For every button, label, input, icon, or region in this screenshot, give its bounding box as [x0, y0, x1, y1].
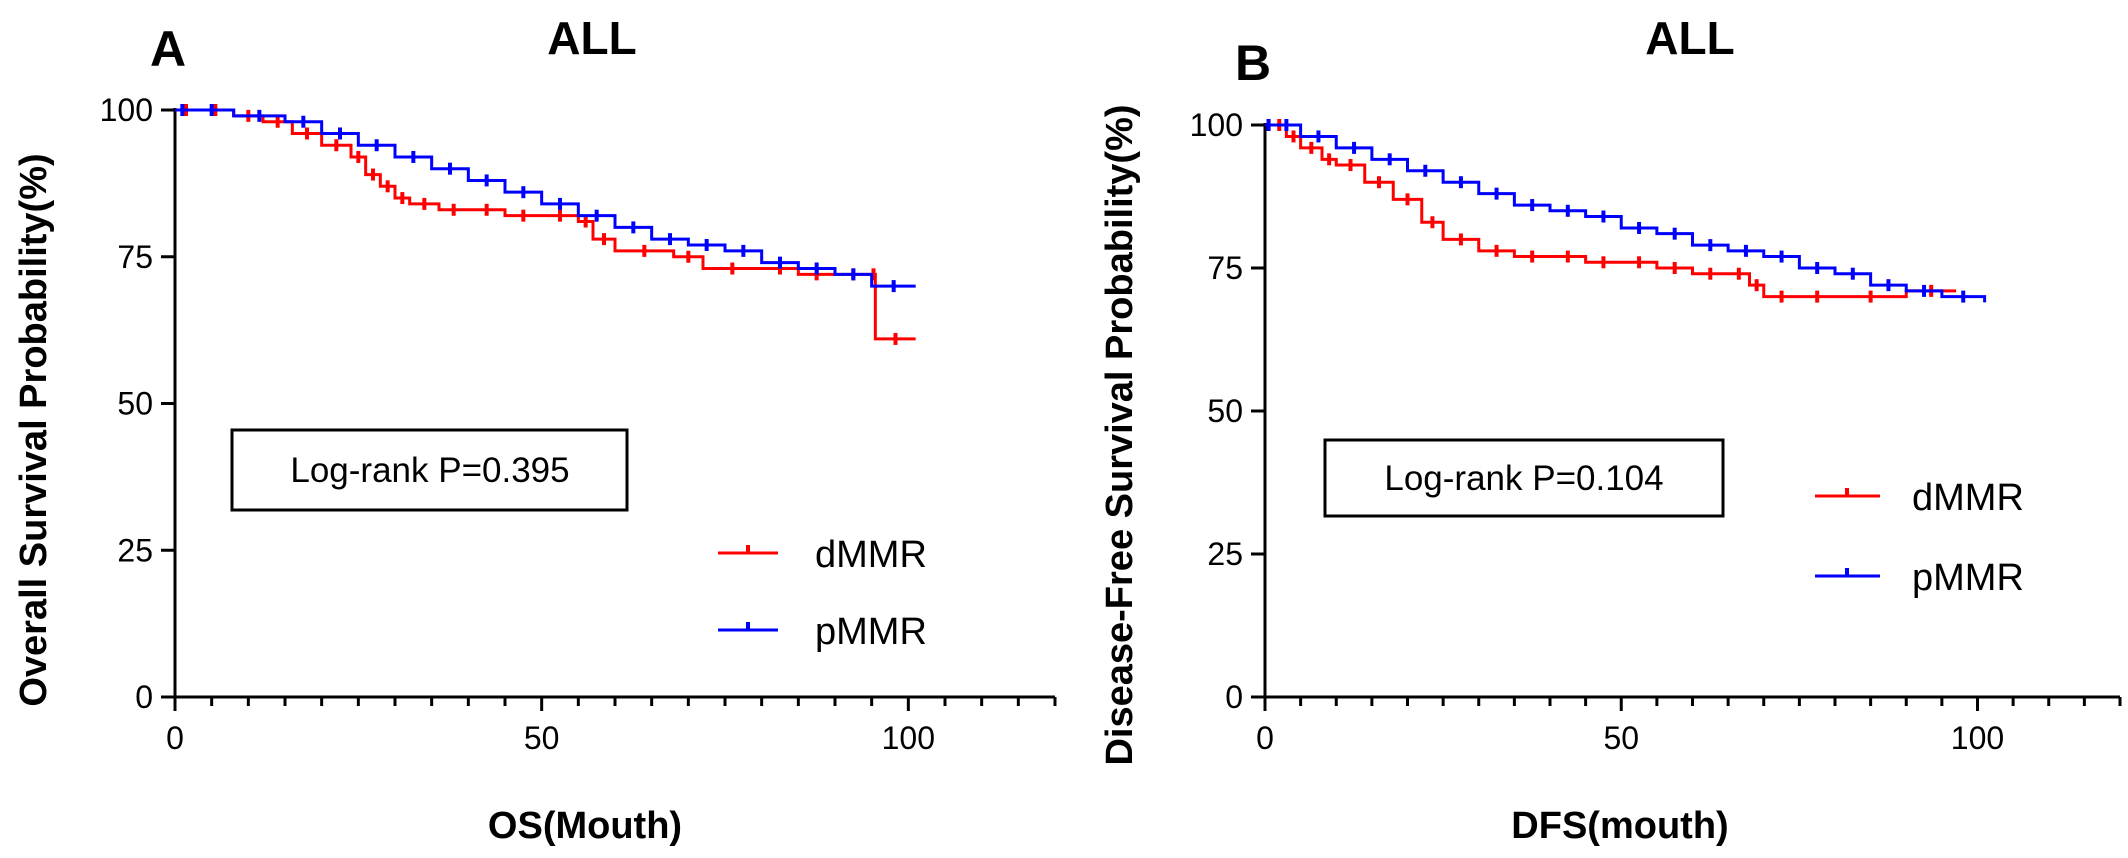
- panel-a-y-tick-label: 75: [117, 239, 153, 275]
- panel-a-series-pmmr-line: [175, 108, 916, 288]
- panel-b-legend-item-dmmr: dMMR: [1815, 477, 2024, 519]
- panel-b-legend-item-pmmr: pMMR: [1815, 557, 2024, 599]
- panel-a-legend-label-pmmr: pMMR: [815, 611, 927, 653]
- panel-b-series-pmmr-line: [1265, 123, 1987, 303]
- panel-b-title: ALL: [1645, 12, 1734, 64]
- panel-b-legend-label-dmmr: dMMR: [1912, 477, 2024, 519]
- panel-b-x-axis-title: DFS(mouth): [1511, 805, 1728, 847]
- panel-a-y-tick-label: 0: [135, 679, 153, 715]
- panel-b-legend: dMMR pMMR: [1815, 477, 2024, 599]
- panel-b-y-tick-label: 100: [1190, 107, 1243, 143]
- panel-a-y-tick-label: 25: [117, 532, 153, 568]
- panel-b-y-axis-title: Disease-Free Survival Probability(%): [1099, 104, 1141, 765]
- panel-b-x-tick-label: 50: [1603, 720, 1639, 756]
- panel-b-x-tick-label: 0: [1256, 720, 1274, 756]
- panel-b-letter: B: [1235, 35, 1271, 91]
- panel-b-legend-label-pmmr: pMMR: [1912, 557, 2024, 599]
- panel-b-y-tick-label: 75: [1207, 250, 1243, 286]
- panel-a-y-axis-title: Overall Survival Probability(%): [13, 153, 55, 706]
- panel-a-series-dmmr-line: [175, 108, 916, 341]
- panel-a-x-axis-title: OS(Mouth): [488, 805, 682, 847]
- panel-b: B ALL Disease-Free Survival Probability(…: [1099, 12, 2122, 847]
- panel-a-y-tick-label: 100: [100, 92, 153, 128]
- panel-a-legend-label-dmmr: dMMR: [815, 534, 927, 576]
- panel-a-letter: A: [150, 21, 186, 77]
- panel-b-x-tick-label: 100: [1951, 720, 2004, 756]
- panel-a-y-tick-label: 50: [117, 386, 153, 422]
- panel-a-legend-item-pmmr: pMMR: [718, 611, 927, 653]
- panel-b-plot-area: 0 25 50 75 100 0 50 100: [1190, 107, 2122, 756]
- panel-a-x-tick-label: 100: [882, 720, 935, 756]
- panel-a-annotation-box: [230, 428, 629, 512]
- panel-a-x-tick-label: 50: [524, 720, 560, 756]
- panel-a-annotation: Log-rank P=0.395: [290, 451, 569, 490]
- panel-a-x-tick-label: 0: [166, 720, 184, 756]
- panel-a: A ALL Overall Survival Probability(%) OS…: [13, 12, 1057, 847]
- panel-b-y-tick-label: 25: [1207, 536, 1243, 572]
- panel-b-y-tick-label: 0: [1225, 679, 1243, 715]
- panel-a-legend-item-dmmr: dMMR: [718, 534, 927, 576]
- panel-b-y-tick-label: 50: [1207, 393, 1243, 429]
- panel-b-annotation: Log-rank P=0.104: [1384, 459, 1663, 498]
- panel-a-plot-area: 0 25 50 75 100 0 50 100: [100, 92, 1057, 756]
- panel-a-title: ALL: [547, 12, 636, 64]
- panel-b-annotation-box: [1323, 438, 1725, 518]
- panel-a-legend: dMMR pMMR: [718, 534, 927, 653]
